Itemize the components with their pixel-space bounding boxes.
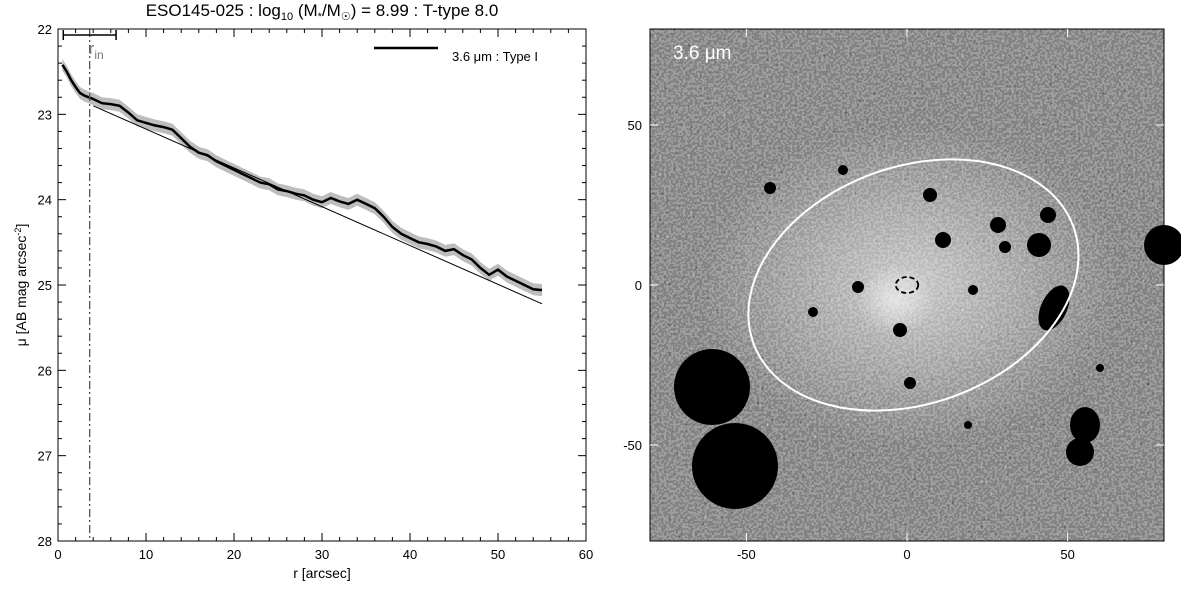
- x-tick-label: 10: [139, 547, 153, 562]
- y-tick-label: 24: [38, 193, 52, 208]
- galaxy-image: [650, 29, 1181, 541]
- chart-title: ESO145-025 : log10 (M*/M☉) = 8.99 : T-ty…: [146, 1, 499, 23]
- x-tick-label: 20: [227, 547, 241, 562]
- profile-panel: ESO145-025 : log10 (M*/M☉) = 8.99 : T-ty…: [13, 1, 593, 581]
- image-y-tick-label: 50: [628, 118, 642, 133]
- y-tick-label: 23: [38, 107, 52, 122]
- x-axis: 0 10 20 30 40 50 60: [54, 29, 593, 562]
- y-tick-label: 25: [38, 278, 52, 293]
- fit-line: [92, 105, 543, 305]
- outer-isophote-ellipse: [747, 158, 1080, 412]
- image-x-tick-label: 50: [1060, 547, 1074, 562]
- image-panel: 3.6 μm -50 0 50 50 0 -50: [623, 28, 1181, 562]
- uncertainty-band: [62, 58, 543, 297]
- x-tick-label: 60: [579, 547, 593, 562]
- y-tick-label: 22: [38, 22, 52, 37]
- y-axis-label: μ [AB mag arcsec-2]: [13, 224, 29, 347]
- image-y-axis: 50 0 -50: [623, 118, 1164, 453]
- profile-line: [61, 64, 543, 292]
- masked-sources: [674, 165, 1181, 509]
- y-axis: 22 23 24 25 26 27 28: [38, 22, 586, 549]
- y-tick-label: 26: [38, 363, 52, 378]
- rin-bar: [62, 30, 117, 40]
- x-tick-label: 30: [315, 547, 329, 562]
- image-x-tick-label: -50: [737, 547, 756, 562]
- image-y-tick-label: 0: [635, 278, 642, 293]
- x-axis-label: r [arcsec]: [293, 565, 351, 581]
- image-y-tick-label: -50: [623, 438, 642, 453]
- y-tick-label: 28: [38, 534, 52, 549]
- y-tick-label: 27: [38, 449, 52, 464]
- band-label: 3.6 μm: [673, 43, 731, 64]
- legend-label: 3.6 μm : Type I: [452, 49, 538, 64]
- x-tick-label: 0: [54, 547, 61, 562]
- plot-frame: [57, 28, 587, 542]
- image-x-tick-label: 0: [903, 547, 910, 562]
- rin-label: rin: [89, 39, 104, 62]
- inner-isophote-ellipse: [894, 276, 920, 294]
- x-tick-label: 40: [403, 547, 417, 562]
- legend: 3.6 μm : Type I: [374, 46, 538, 64]
- image-x-axis: -50 0 50: [737, 29, 1075, 562]
- x-tick-label: 50: [491, 547, 505, 562]
